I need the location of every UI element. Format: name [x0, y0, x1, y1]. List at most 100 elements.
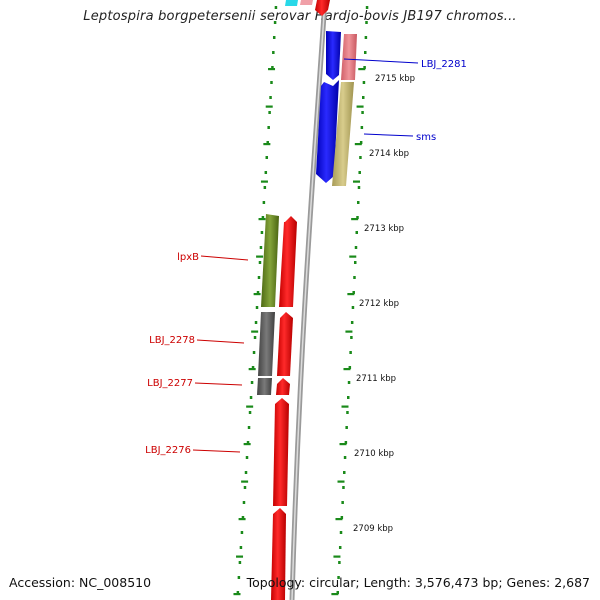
- gene-cog-khaki: [332, 82, 354, 186]
- scale-tick: [263, 143, 271, 146]
- scale-tick: [253, 293, 261, 296]
- outer-ring-dot: [347, 381, 351, 384]
- inner-ring-dot: [241, 516, 245, 519]
- scale-tick: [233, 593, 241, 596]
- inner-ring-dot: [268, 111, 271, 114]
- outer-ring-dot: [337, 576, 340, 579]
- outer-ring-dot: [338, 561, 341, 564]
- scale-label-2715: 2715 kbp: [375, 74, 415, 84]
- inner-ring-dot: [238, 561, 242, 564]
- scale-tick: [351, 218, 359, 221]
- gene-cog-gray: [258, 312, 275, 376]
- outer-ring-dot: [350, 321, 354, 324]
- outer-dotted-ring: [336, 6, 369, 594]
- inner-ring-dot: [239, 546, 243, 549]
- scale-tick: [238, 518, 246, 521]
- inner-ring-dot: [272, 36, 276, 39]
- outer-ring-dot: [363, 66, 366, 69]
- leader-line-lbj-2278: [196, 339, 245, 344]
- gene-cog-green: [261, 214, 279, 307]
- inner-ring-dot: [259, 246, 263, 249]
- scale-tick: [349, 255, 357, 258]
- outer-ring-dot: [338, 546, 342, 549]
- inner-ring-dot: [248, 411, 252, 414]
- gene-label-lpxb: lpxB: [177, 252, 199, 263]
- inner-ring-dot: [263, 186, 267, 189]
- scale-tick: [343, 368, 351, 371]
- inner-ring-dot: [271, 66, 274, 69]
- inner-ring-dot: [250, 381, 254, 384]
- outer-ring-dot: [360, 126, 364, 129]
- outer-ring-dot: [365, 21, 368, 24]
- outer-ring-dot: [362, 81, 366, 84]
- backbone-ring-inner: [291, 0, 326, 600]
- inner-ring-dot: [246, 441, 250, 444]
- inner-ring-dot: [261, 216, 265, 219]
- inner-ring-dot: [266, 141, 269, 144]
- outer-ring-dot: [339, 531, 343, 534]
- inner-ring-dot: [247, 426, 251, 429]
- outer-ring-dot: [346, 411, 349, 414]
- inner-ring-dot: [273, 21, 277, 24]
- scale-label-2713: 2713 kbp: [364, 224, 404, 234]
- map-title: Leptospira borgpetersenii serovar Hardjo…: [83, 9, 517, 24]
- gene-reverse-lbj-2277: [276, 378, 290, 395]
- scale-tick: [333, 555, 341, 558]
- inner-ring-dot: [242, 501, 246, 504]
- inner-ring-dot: [262, 201, 266, 204]
- inner-ring-dot: [244, 471, 248, 474]
- inner-ring-dot: [252, 351, 256, 354]
- gene-label-lbj-2281: LBJ_2281: [421, 59, 467, 70]
- inner-ring-dot: [270, 81, 273, 84]
- inner-ring-dot: [255, 306, 259, 309]
- gene-label-sms: sms: [416, 132, 436, 143]
- outer-ring-dot: [350, 336, 353, 339]
- outer-ring-dot: [336, 591, 339, 594]
- gene-label-lbj-2277: LBJ_2277: [147, 378, 193, 389]
- topology-text: Topology: circular; Length: 3,576,473 bp…: [246, 575, 590, 590]
- outer-ring-dot: [357, 186, 361, 189]
- scale-tick: [248, 368, 256, 371]
- scale-label-2711: 2711 kbp: [356, 374, 396, 384]
- outer-ring-dot: [342, 486, 345, 489]
- outer-ring-dot: [352, 291, 355, 294]
- inner-ring-dot: [272, 51, 275, 54]
- outer-ring-dot: [364, 51, 367, 54]
- gene-label-lbj-2276: LBJ_2276: [145, 445, 191, 456]
- gene-reverse-lpxb: [279, 216, 297, 307]
- scale-label-2710: 2710 kbp: [354, 449, 394, 459]
- outer-ring-dot: [364, 36, 368, 39]
- backbone-ring-outer: [289, 0, 328, 600]
- leader-line-lbj-2277: [194, 382, 243, 386]
- leader-line-lpxb: [200, 255, 249, 261]
- gene-reverse-lbj-2276: [273, 398, 289, 506]
- inner-ring-dot: [254, 321, 258, 324]
- outer-ring-dot: [345, 426, 348, 429]
- scale-tick: [260, 180, 268, 183]
- inner-ring-dot: [267, 126, 270, 129]
- outer-ring-dot: [365, 6, 369, 9]
- scale-tick: [358, 68, 366, 71]
- scale-tick: [356, 105, 364, 108]
- scale-tick: [352, 180, 360, 183]
- scale-tick: [256, 255, 264, 258]
- inner-ring-dot: [257, 276, 261, 279]
- inner-ring-dot: [274, 6, 278, 9]
- outer-ring-dot: [344, 441, 348, 444]
- inner-ring-dot: [240, 531, 244, 534]
- outer-ring-dot: [351, 306, 355, 309]
- scale-tick: [331, 593, 339, 596]
- outer-ring-dot: [353, 276, 356, 279]
- outer-ring-dot: [361, 111, 364, 114]
- scale-tick: [354, 143, 362, 146]
- outer-ring-dot: [343, 471, 346, 474]
- scale-tick: [258, 218, 266, 221]
- inner-ring-dot: [269, 96, 272, 99]
- outer-ring-dot: [354, 246, 358, 249]
- outer-ring-dot: [340, 516, 344, 519]
- outer-ring-dot: [359, 156, 362, 159]
- outer-ring-dot: [347, 396, 350, 399]
- outer-ring-dot: [349, 351, 352, 354]
- scale-label-2712: 2712 kbp: [359, 299, 399, 309]
